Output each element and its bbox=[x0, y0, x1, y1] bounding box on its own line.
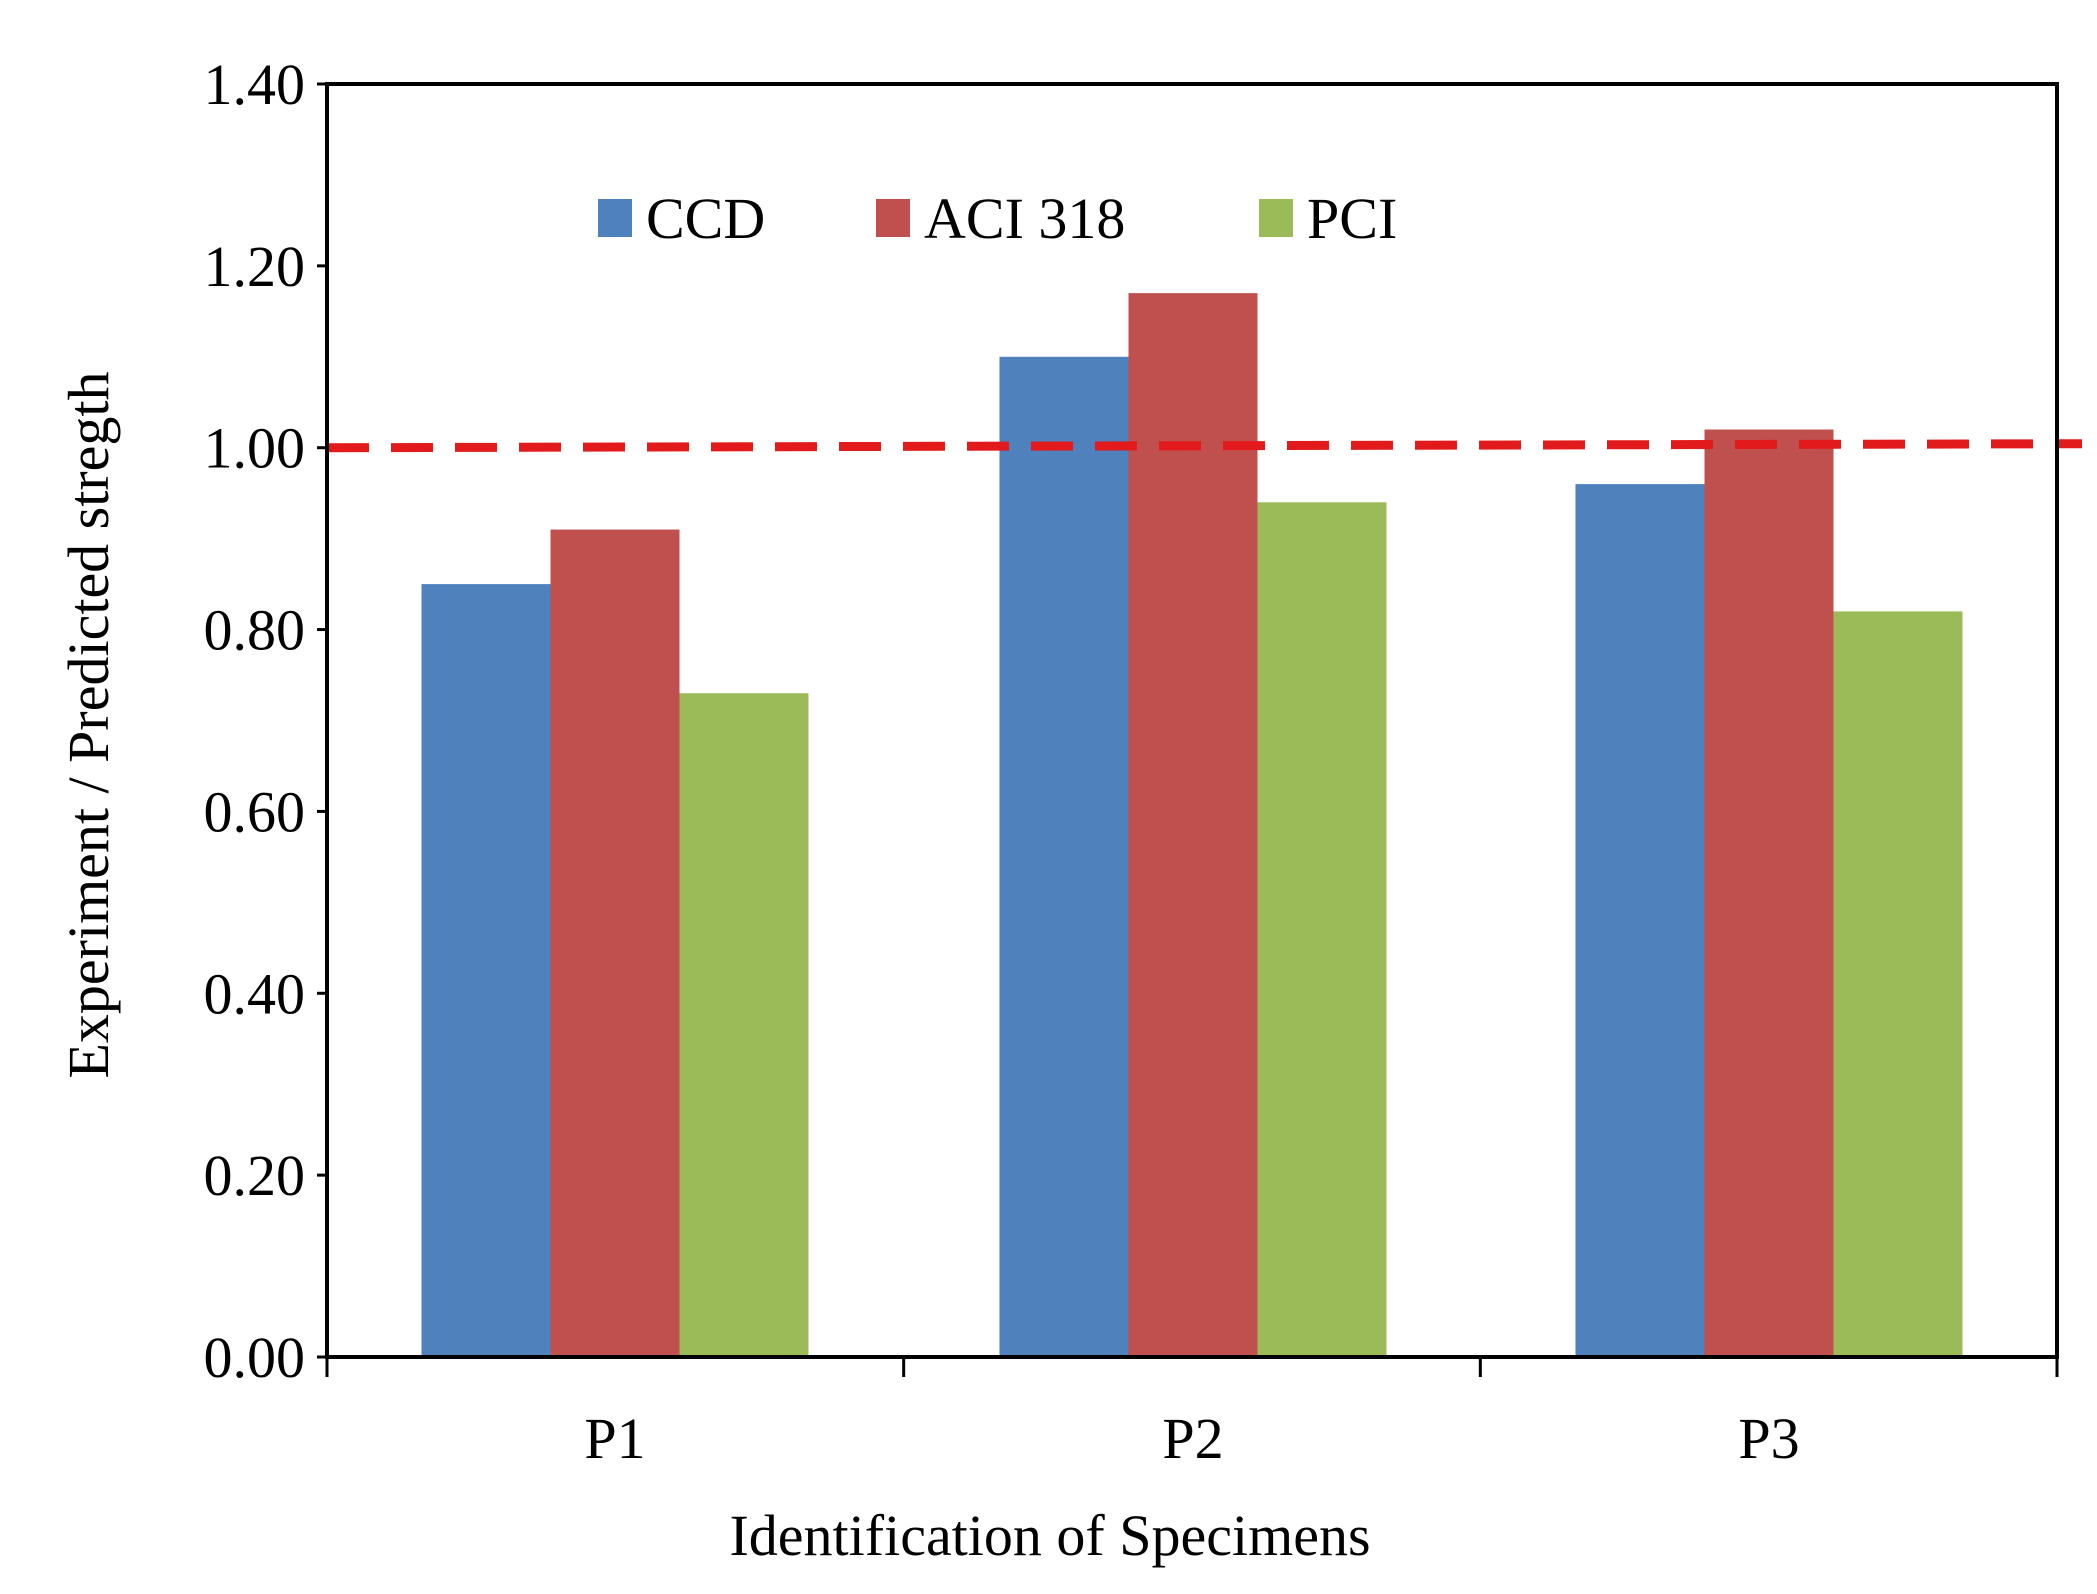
legend-swatch-ccd bbox=[598, 199, 632, 237]
legend: CCD ACI 318 PCI bbox=[598, 186, 1397, 251]
bar-ccd-p1 bbox=[421, 584, 551, 1357]
x-tick-label-p3: P3 bbox=[1738, 1406, 1799, 1471]
x-axis: P1 P2 P3 bbox=[325, 1357, 2059, 1471]
y-axis-title: Experiment / Predicted stregth bbox=[56, 371, 121, 1078]
bar-pci-p2 bbox=[1257, 502, 1387, 1357]
legend-label-aci-318: ACI 318 bbox=[924, 186, 1125, 251]
y-tick-label: 0.00 bbox=[204, 1325, 306, 1390]
y-tick-label: 1.40 bbox=[204, 52, 306, 117]
y-axis: 0.00 0.20 0.40 0.60 0.80 1.00 1.20 1.40 bbox=[204, 52, 327, 1390]
bar-pci-p3 bbox=[1833, 611, 1963, 1357]
bar-aci-318-p2 bbox=[1128, 293, 1258, 1357]
y-tick-label: 0.20 bbox=[204, 1143, 306, 1208]
legend-label-pci: PCI bbox=[1307, 186, 1397, 251]
y-tick-label: 0.60 bbox=[204, 779, 306, 844]
bar-ccd-p3 bbox=[1575, 484, 1705, 1358]
reference-line-1 bbox=[326, 439, 2083, 453]
y-tick-label: 1.00 bbox=[204, 416, 306, 481]
x-axis-title: Identification of Specimens bbox=[729, 1503, 1370, 1568]
legend-label-ccd: CCD bbox=[646, 186, 765, 251]
y-tick-label: 1.20 bbox=[204, 234, 306, 299]
bar-aci-318-p1 bbox=[550, 529, 680, 1357]
x-tick-label-p2: P2 bbox=[1162, 1406, 1223, 1471]
bars-layer bbox=[421, 293, 1963, 1358]
plot-area-frame bbox=[325, 82, 2059, 1359]
bar-ccd-p2 bbox=[999, 356, 1129, 1357]
legend-swatch-aci-318 bbox=[876, 199, 910, 237]
y-tick-label: 0.80 bbox=[204, 598, 306, 663]
bar-aci-318-p3 bbox=[1704, 429, 1834, 1357]
legend-swatch-pci bbox=[1259, 199, 1293, 237]
bar-pci-p1 bbox=[679, 693, 809, 1357]
y-tick-label: 0.40 bbox=[204, 961, 306, 1026]
x-tick-label-p1: P1 bbox=[584, 1406, 645, 1471]
